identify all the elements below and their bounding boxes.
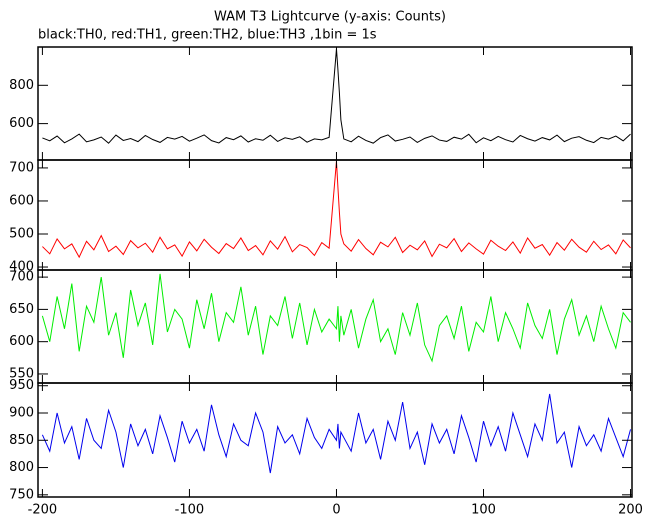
y-tick-label: 500 [9,226,34,241]
y-tick-label: 800 [9,78,34,93]
x-tick-label: 0 [332,503,340,515]
y-tick-label: 650 [9,302,34,317]
panel-frame [37,382,633,498]
y-tick-label: 600 [9,334,34,349]
y-tick-label: 400 [9,260,34,275]
light-curve [41,273,631,363]
y-tick-label: 900 [9,406,34,421]
y-tick-label: 600 [9,116,34,131]
chart-title: WAM T3 Lightcurve (y-axis: Counts) [214,10,446,25]
y-tick-label: 600 [9,193,34,208]
y-tick-label: 750 [9,487,34,502]
y-tick-label: 800 [9,460,34,475]
y-tick-label: 700 [9,160,34,175]
light-curve [42,161,631,259]
light-curve [42,48,631,144]
x-tick-label: -100 [175,503,205,515]
y-tick-label: 700 [9,270,34,285]
chart-subtitle: black:TH0, red:TH1, green:TH2, blue:TH3 … [38,28,377,43]
x-tick-label: 200 [618,503,643,515]
y-tick-label: 950 [9,378,34,393]
x-tick-label: -200 [28,503,58,515]
y-tick-label: 850 [9,433,34,448]
y-tick-label: 550 [9,366,34,381]
x-tick-label: 100 [471,503,496,515]
light-curve [41,393,632,474]
